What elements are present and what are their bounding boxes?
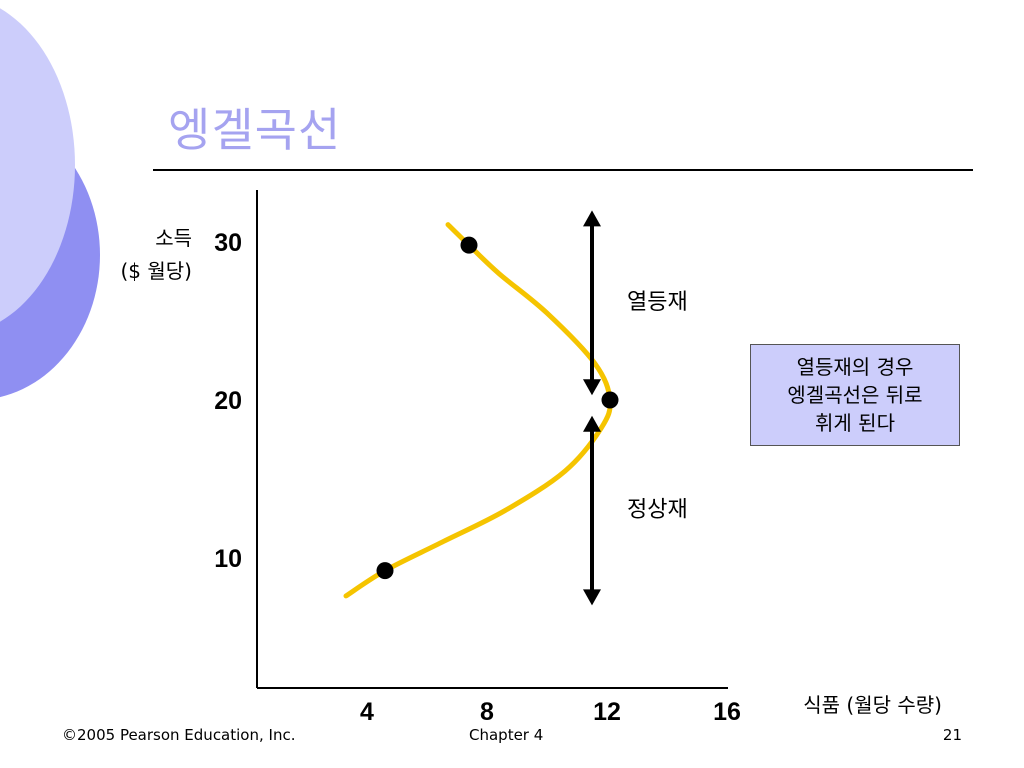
- x-tick-labels: 4 8 12 16: [360, 698, 741, 726]
- data-points: [376, 236, 619, 580]
- data-point: [460, 236, 478, 254]
- x-tick-label: 16: [713, 698, 741, 726]
- footer-chapter: Chapter 4: [469, 726, 544, 744]
- slide-title: 엥겔곡선: [168, 103, 342, 157]
- data-point: [376, 562, 394, 580]
- footer-copyright: ©2005 Pearson Education, Inc.: [62, 726, 296, 744]
- range-arrow-head-up: [583, 210, 601, 227]
- title-underline: [153, 169, 973, 171]
- y-axis-title-line-1: 소득: [155, 226, 192, 250]
- data-point: [601, 391, 619, 409]
- range-arrow-head-down: [583, 379, 601, 396]
- y-tick-labels: 10 20 30: [214, 229, 242, 573]
- footer-page-number: 21: [942, 726, 962, 744]
- range-arrow-head-down: [583, 589, 601, 606]
- x-tick-label: 4: [360, 698, 374, 726]
- y-tick-label: 20: [214, 387, 242, 415]
- note-box: 열등재의 경우 엥겔곡선은 뒤로 휘게 된다: [750, 344, 960, 446]
- y-tick-label: 10: [214, 545, 242, 573]
- engel-curve: [343, 222, 613, 599]
- inferior-good-label: 열등재: [627, 290, 688, 315]
- engel-curve-line: [343, 222, 613, 599]
- y-tick-label: 30: [214, 229, 242, 257]
- note-line-3: 휘게 된다: [815, 411, 895, 435]
- note-line-2: 엥겔곡선은 뒤로: [787, 383, 923, 407]
- x-axis-title: 식품 (월당 수량): [803, 693, 942, 717]
- range-arrow-head-up: [583, 415, 601, 432]
- y-axis-title-line-2: ($ 월당): [121, 259, 193, 283]
- x-tick-label: 12: [593, 698, 621, 726]
- x-tick-label: 8: [480, 698, 494, 726]
- note-line-1: 열등재의 경우: [796, 355, 914, 379]
- normal-good-label: 정상재: [627, 498, 688, 523]
